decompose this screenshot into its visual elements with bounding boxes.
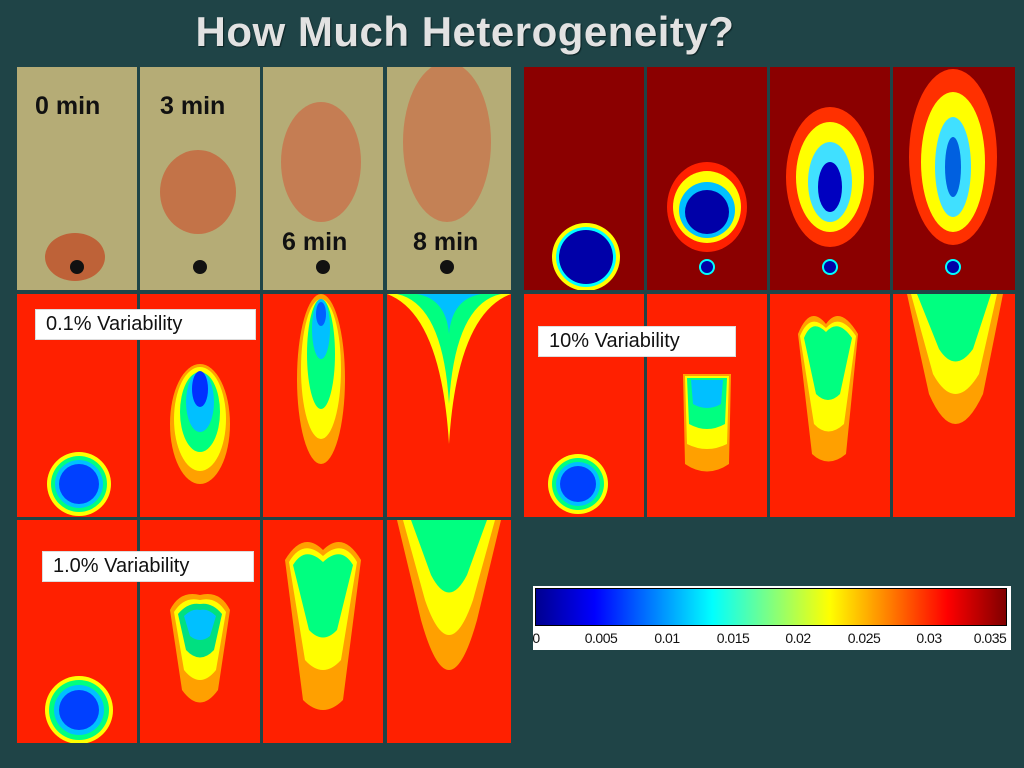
colorbar-tick: 0.005: [584, 630, 618, 646]
sim-0.1-8min: [387, 294, 511, 517]
time-label-3: 3 min: [160, 92, 226, 120]
time-label-6: 6 min: [282, 228, 348, 256]
measured-map-6min: [770, 67, 890, 290]
variability-label-10: 10% Variability: [538, 326, 736, 357]
time-label-8: 8 min: [413, 228, 479, 256]
sim-1.0-6min: [263, 520, 383, 743]
variability-label-0.1: 0.1% Variability: [35, 309, 256, 340]
measured-map-3min: [647, 67, 767, 290]
sim-10-6min: [770, 294, 890, 517]
photo-panel-6min: [263, 67, 383, 290]
photo-panel-8min: [387, 67, 511, 290]
measured-map-8min: [893, 67, 1015, 290]
colorbar-tick: 0.02: [785, 630, 811, 646]
variability-label-1.0: 1.0% Variability: [42, 551, 254, 582]
colorbar-gradient: [535, 588, 1007, 626]
photo-panel-3min: [140, 67, 260, 290]
sim-10-8min: [893, 294, 1015, 517]
colorbar: 0 0.005 0.01 0.015 0.02 0.025 0.03 0.035: [532, 586, 1011, 650]
slide-title: How Much Heterogeneity?: [195, 8, 735, 55]
colorbar-tick: 0.03: [916, 630, 942, 646]
colorbar-tick: 0.015: [716, 630, 750, 646]
measured-map-0min: [524, 67, 644, 290]
colorbar-tick: 0.025: [847, 630, 881, 646]
colorbar-tick: 0.035: [973, 630, 1007, 646]
sim-1.0-8min: [387, 520, 511, 743]
photo-panel-0min: [17, 67, 137, 290]
colorbar-tick: 0.01: [654, 630, 680, 646]
sim-0.1-6min: [263, 294, 383, 517]
colorbar-tick: 0: [532, 630, 540, 646]
time-label-0: 0 min: [35, 92, 101, 120]
